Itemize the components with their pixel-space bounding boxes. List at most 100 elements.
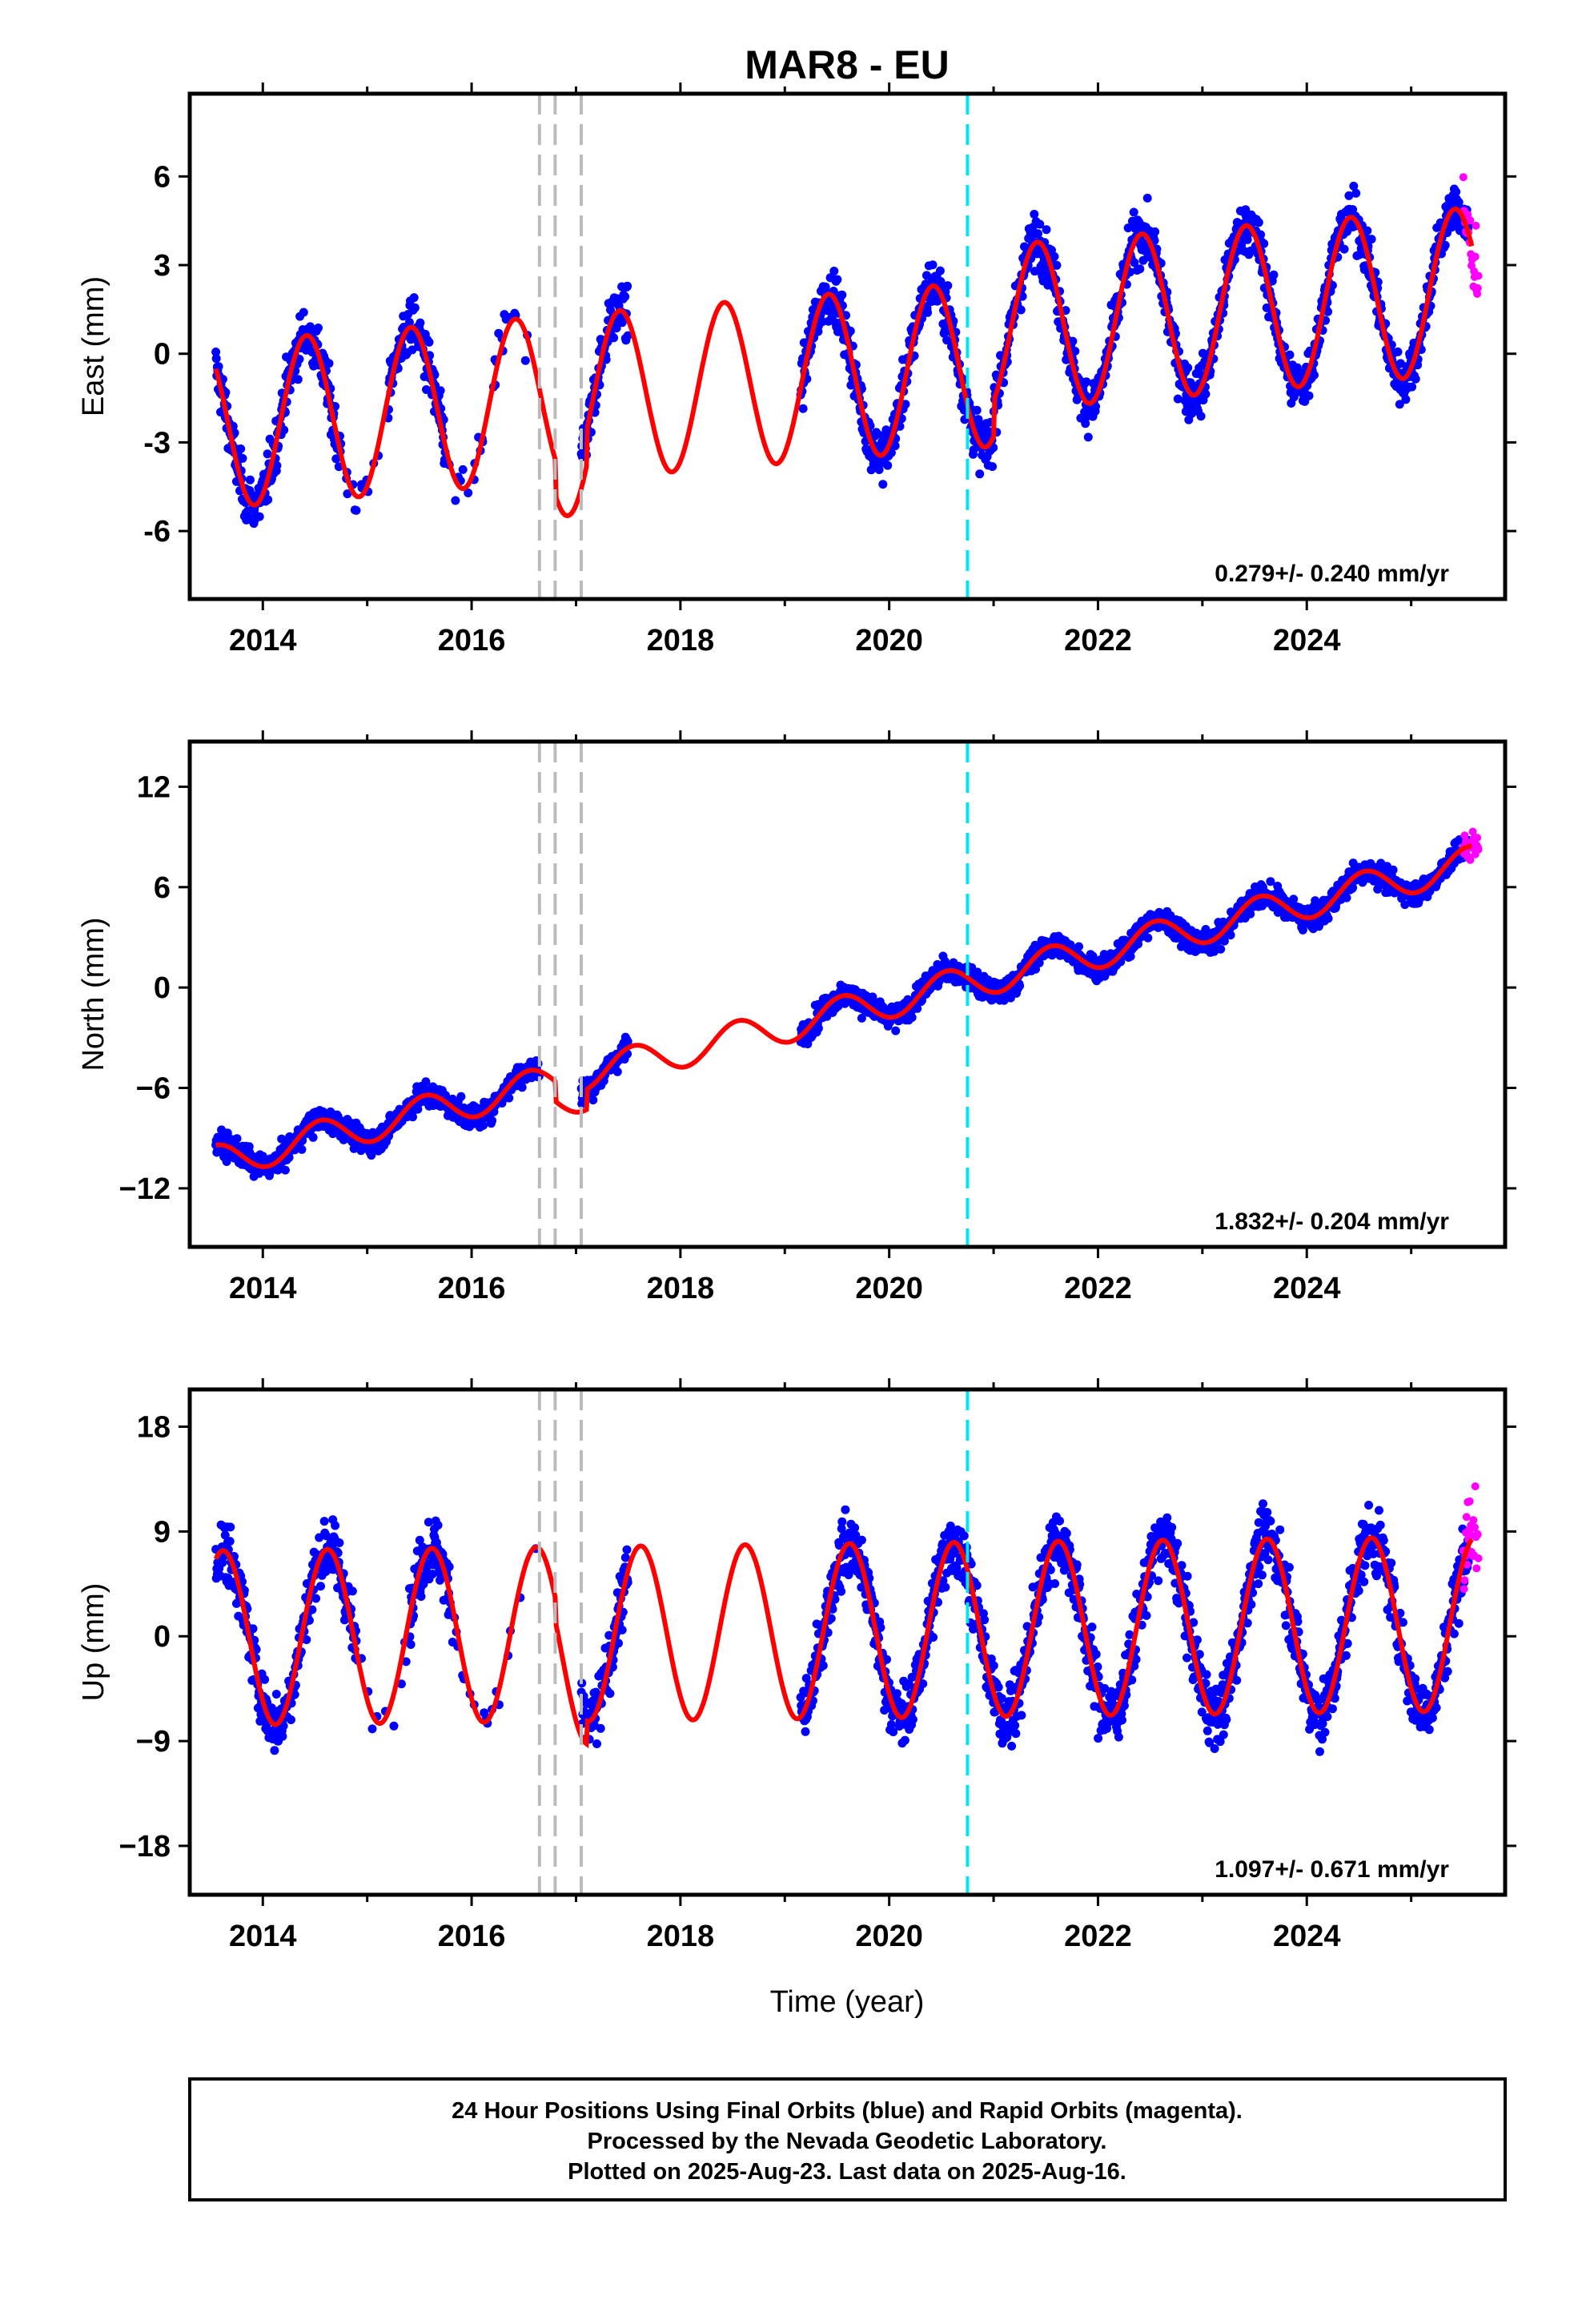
x-tick-label: 2022 <box>1064 1272 1132 1305</box>
data-point <box>416 318 425 328</box>
data-point <box>1216 944 1226 954</box>
data-point <box>988 462 998 472</box>
x-tick-label: 2018 <box>647 1272 715 1305</box>
velocity-label: 1.832+/- 0.204 mm/yr <box>1215 1208 1449 1235</box>
data-point <box>409 293 419 303</box>
model-fit-line <box>213 206 1475 519</box>
data-point <box>280 1165 290 1175</box>
data-point <box>837 1586 846 1596</box>
data-point <box>1269 270 1279 279</box>
data-point <box>464 489 473 497</box>
data-point <box>308 1132 318 1142</box>
data-point <box>255 512 264 521</box>
data-point <box>975 469 985 479</box>
y-tick-label: 6 <box>154 160 171 194</box>
x-tick-label: 2020 <box>855 624 923 657</box>
data-point <box>324 359 334 368</box>
data-point <box>841 1505 850 1514</box>
data-point <box>1401 395 1411 404</box>
y-tick-label: -3 <box>143 426 171 460</box>
data-point <box>278 1731 287 1741</box>
data-point <box>504 1093 514 1103</box>
data-point <box>517 1083 527 1092</box>
data-point <box>612 324 621 333</box>
data-point <box>1323 914 1333 923</box>
y-tick-label: 12 <box>137 770 171 804</box>
x-tick-label: 2020 <box>855 1272 923 1305</box>
data-point <box>351 505 361 515</box>
data-point <box>458 464 468 474</box>
data-point <box>623 331 632 340</box>
data-point <box>837 290 847 300</box>
data-point <box>1083 432 1093 442</box>
data-point <box>1304 391 1314 400</box>
y-tick-label: 6 <box>154 871 171 905</box>
data-point <box>1310 370 1319 380</box>
data-point <box>1407 382 1417 392</box>
x-tick-label: 2016 <box>438 624 506 657</box>
data-point <box>263 449 272 459</box>
data-point <box>833 275 842 284</box>
data-point <box>857 1535 866 1545</box>
data-point <box>878 480 888 489</box>
data-point <box>343 489 352 499</box>
y-tick-label: 0 <box>154 971 171 1005</box>
data-point <box>1068 336 1078 346</box>
data-point <box>928 260 938 270</box>
chart-title: MAR8 - EU <box>745 42 950 87</box>
data-point <box>972 405 982 415</box>
data-point <box>890 441 900 451</box>
data-point <box>617 1625 627 1634</box>
data-point <box>293 375 303 384</box>
x-tick-label: 2024 <box>1273 624 1341 657</box>
data-point <box>1042 225 1051 235</box>
data-point <box>225 1537 235 1546</box>
data-point <box>1129 207 1138 217</box>
data-point <box>271 1690 281 1699</box>
data-point <box>605 1689 615 1699</box>
data-point <box>837 1517 847 1526</box>
data-point <box>923 308 933 317</box>
data-point <box>226 1522 235 1532</box>
data-point <box>1411 374 1420 384</box>
data-point <box>335 1538 344 1547</box>
data-point <box>236 444 246 453</box>
velocity-label: 0.279+/- 0.240 mm/yr <box>1215 561 1449 587</box>
data-point <box>901 400 910 409</box>
data-point <box>1016 305 1026 315</box>
data-point <box>1196 412 1206 421</box>
data-point <box>596 1723 605 1733</box>
y-tick-label: -6 <box>143 515 171 549</box>
data-point <box>1135 264 1145 274</box>
data-point <box>942 336 952 345</box>
y-tick-label: −12 <box>119 1172 171 1206</box>
data-point <box>270 1746 279 1755</box>
x-tick-label: 2022 <box>1064 624 1132 657</box>
data-point <box>886 448 896 457</box>
data-point <box>1351 188 1361 198</box>
data-point <box>520 356 530 365</box>
data-point <box>1123 223 1133 233</box>
data-point <box>818 1661 828 1671</box>
x-tick-label: 2024 <box>1273 1272 1341 1305</box>
data-point <box>406 1640 416 1649</box>
data-point <box>623 281 632 291</box>
data-point <box>316 1582 325 1591</box>
data-point <box>416 1592 426 1601</box>
data-point <box>1243 235 1252 244</box>
data-point <box>436 386 445 396</box>
data-point <box>1015 981 1025 991</box>
rapid-data-point <box>1473 283 1482 292</box>
data-point <box>433 1521 443 1530</box>
data-point <box>1201 389 1211 399</box>
data-point <box>263 495 273 505</box>
data-point <box>1052 260 1062 270</box>
data-point <box>1256 230 1266 239</box>
data-point <box>287 1715 295 1724</box>
data-point <box>801 1727 810 1736</box>
data-point <box>311 1594 321 1603</box>
y-tick-label: 3 <box>154 249 171 283</box>
data-point <box>1367 235 1376 244</box>
